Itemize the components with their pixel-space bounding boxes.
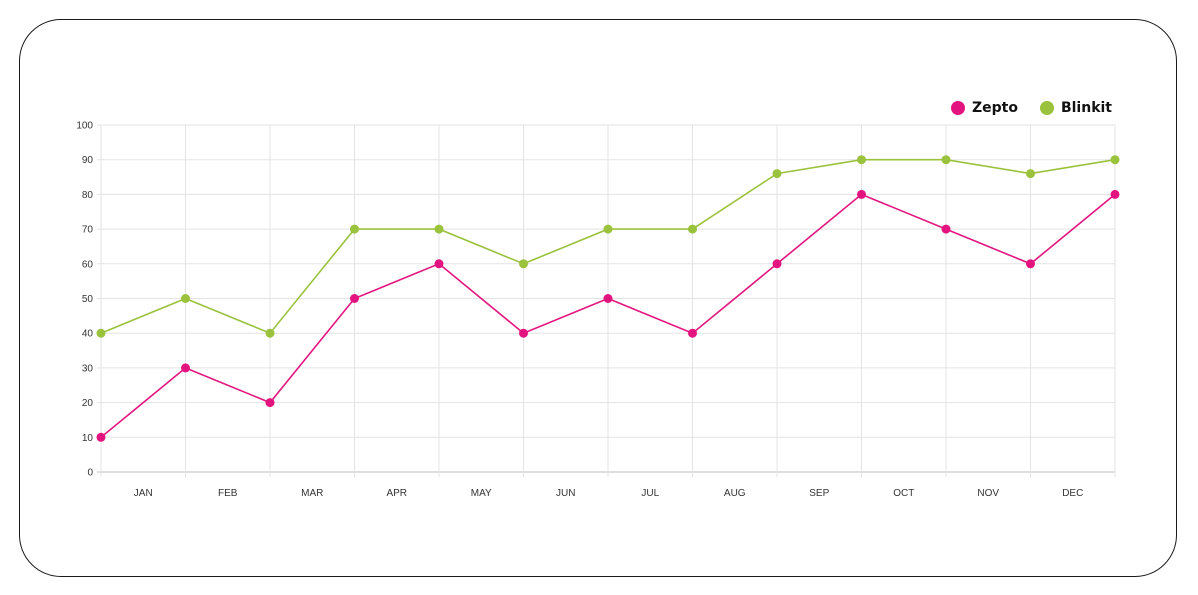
y-tick-label: 50 — [82, 294, 94, 305]
grid-lines — [97, 124, 1116, 477]
legend-label-zepto: Zepto — [971, 100, 1018, 116]
data-point-zepto[interactable] — [941, 224, 951, 234]
data-point-blinkit[interactable] — [772, 169, 782, 179]
x-tick-label: JUL — [641, 488, 659, 499]
data-point-zepto[interactable] — [434, 259, 444, 269]
legend-swatch-blinkit — [1039, 101, 1054, 115]
y-tick-label: 20 — [82, 398, 94, 409]
y-tick-label: 70 — [82, 225, 94, 236]
y-tick-label: 80 — [82, 190, 94, 201]
chart-legend: Zepto Blinkit — [950, 100, 1112, 116]
y-tick-label: 40 — [82, 329, 94, 340]
data-point-zepto[interactable] — [1026, 259, 1035, 269]
x-tick-label: JUN — [556, 488, 575, 499]
x-tick-label: AUG — [724, 488, 746, 499]
legend-swatch-zepto — [950, 101, 965, 115]
x-tick-label: DEC — [1062, 488, 1083, 499]
y-tick-label: 0 — [87, 468, 93, 479]
data-point-blinkit[interactable] — [434, 224, 444, 234]
y-tick-label: 10 — [82, 433, 94, 444]
data-point-blinkit[interactable] — [941, 155, 951, 165]
y-axis: 0 10 20 30 40 50 60 70 80 90 100 — [76, 121, 93, 479]
data-point-zepto[interactable] — [181, 363, 190, 373]
y-tick-label: 60 — [82, 259, 94, 270]
data-point-zepto[interactable] — [688, 328, 697, 338]
series-layer — [96, 155, 1120, 442]
data-point-blinkit[interactable] — [688, 224, 697, 234]
data-point-blinkit[interactable] — [96, 328, 106, 338]
data-point-zepto[interactable] — [857, 189, 866, 199]
data-point-zepto[interactable] — [603, 294, 613, 303]
y-tick-label: 100 — [76, 121, 93, 132]
y-tick-label: 90 — [82, 155, 94, 166]
data-point-blinkit[interactable] — [857, 155, 866, 165]
x-axis: JAN FEB MAR APR MAY JUN JUL AUG SEP OCT NOV DEC — [134, 488, 1084, 499]
data-point-blinkit[interactable] — [1026, 169, 1035, 179]
data-point-zepto[interactable] — [772, 259, 782, 269]
y-tick-label: 30 — [82, 363, 94, 374]
data-point-zepto[interactable] — [265, 398, 275, 408]
legend-item-blinkit[interactable]: Blinkit — [1039, 100, 1112, 116]
legend-item-zepto[interactable]: Zepto — [950, 100, 1018, 116]
data-point-blinkit[interactable] — [603, 224, 613, 234]
data-point-blinkit[interactable] — [265, 328, 275, 338]
data-point-zepto[interactable] — [96, 432, 106, 442]
data-point-blinkit[interactable] — [1110, 155, 1120, 165]
x-tick-label: MAY — [471, 488, 492, 499]
x-tick-label: FEB — [218, 488, 238, 499]
data-point-zepto[interactable] — [1110, 189, 1120, 199]
data-point-zepto[interactable] — [519, 328, 528, 338]
x-tick-label: SEP — [809, 488, 829, 499]
data-point-blinkit[interactable] — [350, 224, 359, 234]
legend-label-blinkit: Blinkit — [1060, 100, 1112, 116]
x-tick-label: JAN — [134, 488, 153, 499]
data-point-blinkit[interactable] — [519, 259, 528, 269]
x-tick-label: APR — [386, 488, 407, 499]
data-point-zepto[interactable] — [350, 294, 359, 303]
x-tick-label: OCT — [893, 488, 914, 499]
x-tick-label: MAR — [301, 488, 323, 499]
data-point-blinkit[interactable] — [181, 294, 190, 303]
x-tick-label: NOV — [977, 488, 999, 499]
